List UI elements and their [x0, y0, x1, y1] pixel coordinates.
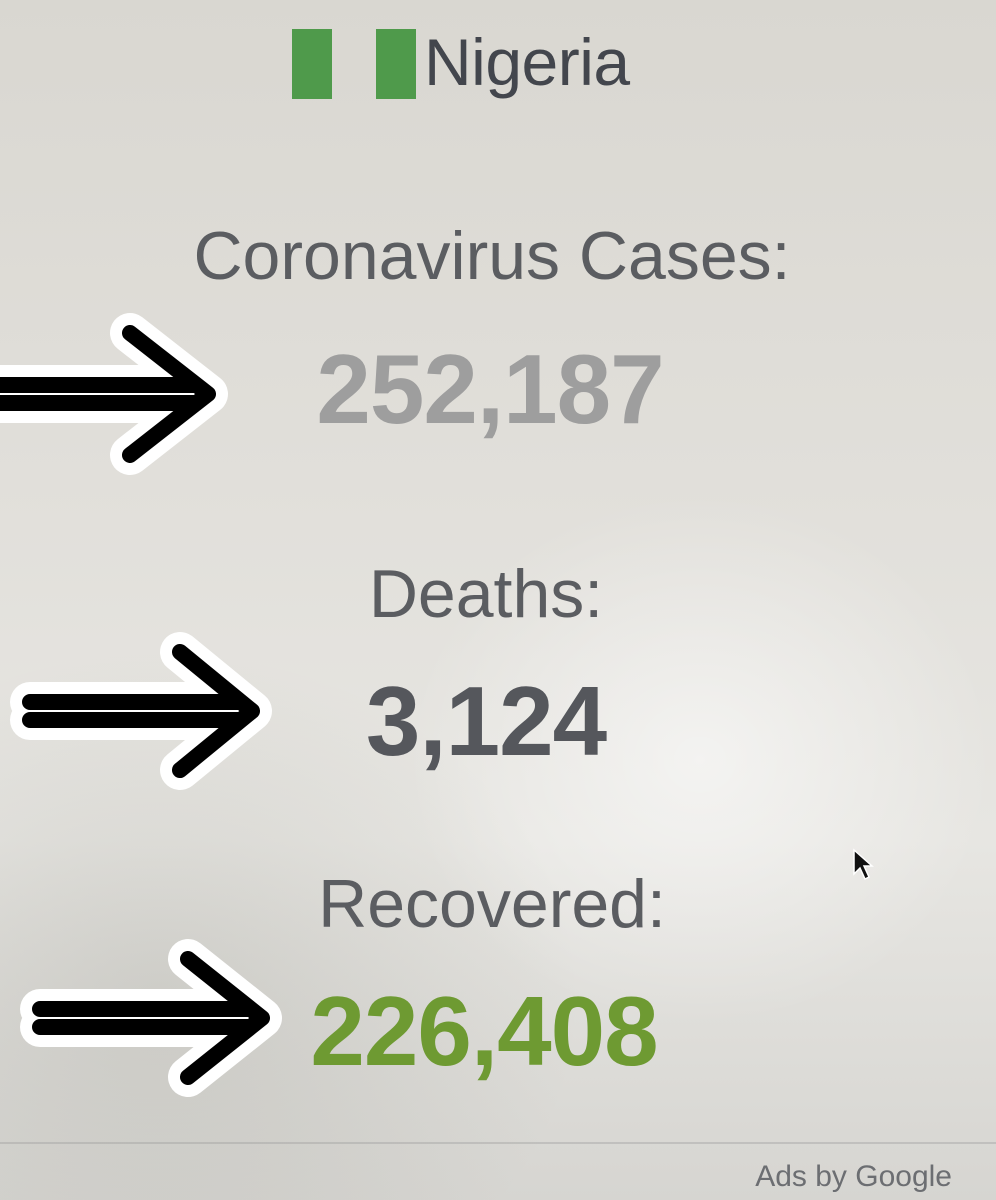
- nigeria-flag-icon: [292, 29, 416, 99]
- ads-by-google-label[interactable]: Ads by Google: [755, 1160, 952, 1193]
- recovered-value: 226,408: [310, 976, 658, 1086]
- mouse-pointer-icon: [853, 848, 874, 881]
- right-arrow-icon: [20, 939, 282, 1097]
- country-name: Nigeria: [424, 25, 630, 99]
- deaths-label: Deaths:: [368, 556, 604, 632]
- footer-divider: [0, 1142, 996, 1144]
- right-arrow-icon: [0, 313, 228, 475]
- recovered-label: Recovered:: [318, 866, 666, 942]
- cases-label: Coronavirus Cases:: [193, 218, 791, 294]
- right-arrow-icon: [10, 632, 272, 790]
- country-header: Nigeria: [292, 22, 630, 102]
- deaths-value: 3,124: [365, 666, 607, 776]
- cases-value: 252,187: [316, 334, 664, 444]
